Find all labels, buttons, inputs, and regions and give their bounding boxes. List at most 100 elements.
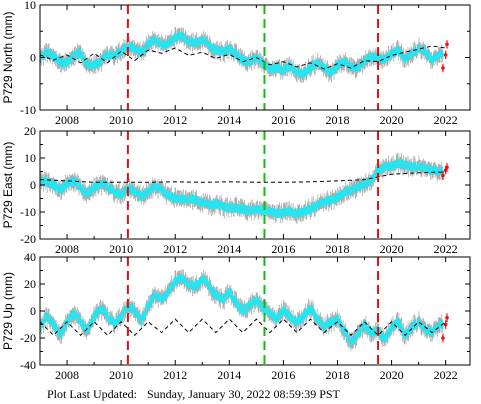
observed-point — [95, 314, 98, 318]
observed-point — [93, 312, 97, 315]
observed-point — [126, 45, 129, 48]
observed-point — [165, 45, 169, 49]
observed-point — [304, 74, 308, 77]
observed-point — [307, 205, 310, 208]
observed-point — [128, 308, 132, 311]
observed-point — [293, 209, 296, 212]
observed-point — [388, 51, 391, 55]
observed-point — [145, 188, 148, 191]
observed-point — [40, 180, 43, 184]
observed-point — [89, 185, 92, 189]
observed-point — [179, 36, 183, 39]
observed-point — [58, 188, 61, 191]
observed-point — [288, 212, 292, 216]
observed-point — [395, 48, 398, 51]
observed-point — [329, 198, 332, 201]
observed-point — [411, 55, 414, 58]
observed-point — [114, 323, 117, 327]
observed-point — [96, 59, 99, 62]
observed-point — [54, 59, 57, 63]
observed-point — [61, 330, 64, 334]
observed-point — [245, 211, 248, 214]
observed-point — [436, 171, 440, 175]
observed-point — [198, 39, 201, 42]
observed-point — [228, 206, 232, 209]
observed-point — [142, 312, 145, 315]
observed-point — [331, 195, 334, 198]
observed-point — [434, 170, 438, 174]
observed-point — [219, 52, 222, 55]
observed-point — [149, 297, 152, 301]
observed-point — [440, 167, 443, 170]
observed-point — [156, 190, 160, 193]
observed-point — [174, 194, 177, 197]
observed-point — [430, 169, 433, 172]
observed-point — [327, 202, 331, 206]
observed-point — [68, 60, 71, 64]
observed-point — [240, 59, 243, 63]
observed-point — [172, 34, 176, 37]
observed-point — [211, 50, 214, 53]
x-tick-label: 2020 — [380, 242, 404, 256]
observed-point — [377, 166, 381, 170]
observed-point — [137, 194, 140, 197]
observed-point — [103, 57, 106, 60]
observed-point — [387, 53, 391, 56]
observed-point — [177, 279, 180, 283]
observed-point — [169, 289, 173, 293]
observed-point — [135, 315, 139, 319]
observed-point — [391, 48, 395, 51]
observed-point — [209, 200, 212, 204]
observed-point — [88, 63, 91, 66]
observed-point — [44, 182, 47, 185]
observed-point — [207, 46, 210, 50]
observed-point — [162, 43, 165, 46]
observed-point — [413, 164, 417, 167]
observed-point — [148, 42, 151, 45]
observed-point — [80, 325, 84, 329]
observed-point — [105, 183, 109, 187]
observed-point — [271, 211, 274, 215]
observed-point — [160, 300, 163, 303]
observed-point — [116, 321, 119, 324]
observed-point — [178, 33, 182, 36]
observed-point — [371, 179, 374, 183]
observed-point — [404, 166, 408, 169]
observed-point — [116, 194, 119, 197]
observed-point — [52, 320, 55, 323]
observed-point — [117, 54, 121, 58]
observed-point — [412, 168, 416, 171]
observed-point — [117, 189, 121, 192]
observed-point — [139, 50, 142, 53]
observed-point — [363, 182, 366, 185]
observed-point — [175, 37, 178, 40]
observed-point — [125, 308, 128, 311]
observed-point — [194, 288, 198, 291]
observed-point — [327, 198, 330, 201]
observed-point — [227, 206, 230, 209]
x-tick-label: 2010 — [109, 242, 133, 256]
observed-point — [178, 275, 182, 279]
observed-point — [389, 55, 393, 58]
observed-point — [288, 207, 291, 211]
chart-panel-2: 2008 2010 2012 2014 2016 2018 2020 2022 -20 -10 0 1… — [1, 124, 471, 256]
observed-point — [432, 56, 436, 60]
observed-point — [173, 199, 176, 203]
observed-point — [139, 315, 142, 318]
observed-point — [229, 203, 232, 206]
observed-point — [169, 285, 172, 289]
observed-point — [272, 214, 275, 217]
observed-point — [72, 314, 75, 318]
observed-point — [40, 325, 43, 329]
observed-point — [335, 68, 338, 71]
observed-point — [314, 60, 318, 63]
observed-point — [142, 317, 146, 321]
observed-point — [135, 51, 139, 54]
observed-point — [239, 207, 242, 210]
observed-point — [91, 64, 94, 68]
observed-point — [410, 52, 413, 55]
observed-point — [139, 318, 142, 321]
observed-point — [254, 211, 257, 214]
observed-point — [164, 292, 167, 295]
observed-point — [343, 60, 347, 63]
